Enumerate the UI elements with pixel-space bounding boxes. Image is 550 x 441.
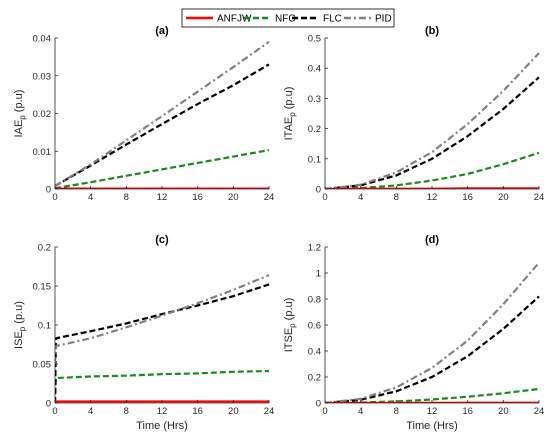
x-tick-label: 20 (228, 192, 239, 203)
panel-title: (d) (425, 234, 439, 246)
y-tick-label: 1 (316, 269, 321, 280)
x-tick-label: 12 (157, 406, 168, 417)
x-tick-label: 16 (192, 406, 203, 417)
x-tick-label: 16 (462, 192, 473, 203)
x-tick-label: 24 (264, 406, 275, 417)
y-tick-label: 0.2 (308, 124, 321, 135)
x-tick-label: 0 (52, 192, 57, 203)
x-axis-label: Time (Hrs) (406, 420, 458, 432)
y-tick-label: 0.1 (308, 154, 321, 165)
x-tick-label: 24 (534, 192, 545, 203)
x-tick-label: 4 (88, 192, 93, 203)
series-line-nfc (325, 151, 540, 189)
x-tick-label: 0 (322, 192, 327, 203)
y-tick-label: 0 (46, 185, 51, 196)
y-tick-label: 0.5 (308, 34, 321, 45)
x-tick-label: 20 (498, 406, 509, 417)
series-line-flc (55, 283, 270, 403)
y-axis-label: ITSEp (p.u) (283, 298, 297, 353)
x-tick-label: 16 (462, 406, 473, 417)
series-line-nfc (55, 369, 270, 403)
y-tick-label: 0.2 (308, 373, 321, 384)
y-tick-label: 0.05 (33, 360, 52, 371)
x-tick-label: 12 (157, 192, 168, 203)
legend: ANFJW NFC FLC PID (181, 8, 395, 28)
y-axis-label-subscript: p (288, 323, 297, 328)
legend-label-anfjw: ANFJW (217, 14, 252, 25)
y-tick-label: 0.2 (38, 243, 51, 254)
legend-label-flc: FLC (323, 14, 342, 25)
y-tick-label: 0.15 (33, 282, 52, 293)
y-tick-label: 0 (316, 185, 321, 196)
y-tick-label: 0.4 (308, 64, 321, 75)
panel-title: (b) (425, 25, 439, 37)
x-tick-label: 24 (264, 192, 275, 203)
y-axis-label: ISEp (p.u) (13, 301, 27, 349)
x-tick-label: 8 (124, 192, 129, 203)
y-axis-label-unit: (p.u) (13, 301, 25, 327)
series-line-pid (55, 40, 270, 187)
x-tick-label: 16 (192, 192, 203, 203)
y-axis-label-main: ISE (13, 331, 25, 349)
x-tick-label: 4 (88, 406, 93, 417)
y-axis-label-subscript: p (18, 326, 27, 331)
chart-panel-c: 0 4 8 12 16 20 24 0 0.05 0.1 0.15 0.2 (c) ISEp (p.u) T… (13, 234, 274, 432)
y-tick-label: 1.2 (308, 243, 321, 254)
panel-title: (c) (155, 234, 169, 246)
y-tick-label: 0.4 (308, 347, 321, 358)
x-tick-label: 8 (394, 406, 399, 417)
series-line-pid (325, 52, 540, 189)
x-tick-label: 0 (52, 406, 57, 417)
y-axis-label: ITAEp (p.u) (283, 87, 297, 141)
y-axis-label-unit: (p.u) (283, 87, 295, 113)
series-line-flc (325, 76, 540, 189)
series-line-nfc (55, 149, 270, 189)
chart-panel-b: 0 4 8 12 16 20 24 0 0.1 0.2 0.3 0.4 0.5 (b) ITAEp (p.u… (283, 25, 544, 203)
y-axis-label-subscript: p (18, 115, 27, 120)
y-tick-label: 0.01 (33, 147, 52, 158)
x-tick-label: 20 (498, 192, 509, 203)
x-tick-label: 12 (427, 406, 438, 417)
y-tick-label: 0.02 (33, 109, 52, 120)
y-axis-label-subscript: p (288, 112, 297, 117)
y-tick-label: 0 (316, 399, 321, 410)
panel-title: (a) (155, 25, 169, 37)
legend-label-nfc: NFC (275, 14, 296, 25)
y-tick-label: 0 (46, 399, 51, 410)
x-axis-label: Time (Hrs) (136, 420, 188, 432)
y-axis-label-unit: (p.u) (283, 298, 295, 324)
series-line-pid (325, 261, 540, 403)
y-tick-label: 0.04 (33, 34, 52, 45)
y-tick-label: 0.6 (308, 321, 321, 332)
y-tick-label: 0.8 (308, 295, 321, 306)
x-tick-label: 12 (427, 192, 438, 203)
x-tick-label: 4 (358, 192, 363, 203)
chart-panel-a: 0 4 8 12 16 20 24 0 0.01 0.02 0.03 0.04 (a) IAEp (p.u… (13, 25, 274, 203)
x-tick-label: 24 (534, 406, 545, 417)
x-tick-label: 8 (394, 192, 399, 203)
legend-label-pid: PID (375, 14, 392, 25)
y-axis-label-main: ITSE (283, 328, 295, 352)
y-axis-label: IAEp (p.u) (13, 90, 27, 138)
legend-box (181, 8, 395, 28)
x-tick-label: 0 (322, 406, 327, 417)
y-axis-label-unit: (p.u) (13, 90, 25, 116)
y-tick-label: 0.3 (308, 94, 321, 105)
y-axis-label-main: ITAE (283, 117, 295, 141)
series-line-pid (55, 274, 270, 365)
x-tick-label: 8 (124, 406, 129, 417)
y-tick-label: 0.1 (38, 321, 51, 332)
y-tick-label: 0.03 (33, 71, 52, 82)
x-tick-label: 20 (228, 406, 239, 417)
chart-panel-d: 0 4 8 12 16 20 24 0 0.2 0.4 0.6 0.8 1 1.2 (d) ITSEp (p.… (283, 234, 544, 432)
y-axis-label-main: IAE (13, 120, 25, 138)
x-tick-label: 4 (358, 406, 363, 417)
series-line-flc (325, 295, 540, 403)
